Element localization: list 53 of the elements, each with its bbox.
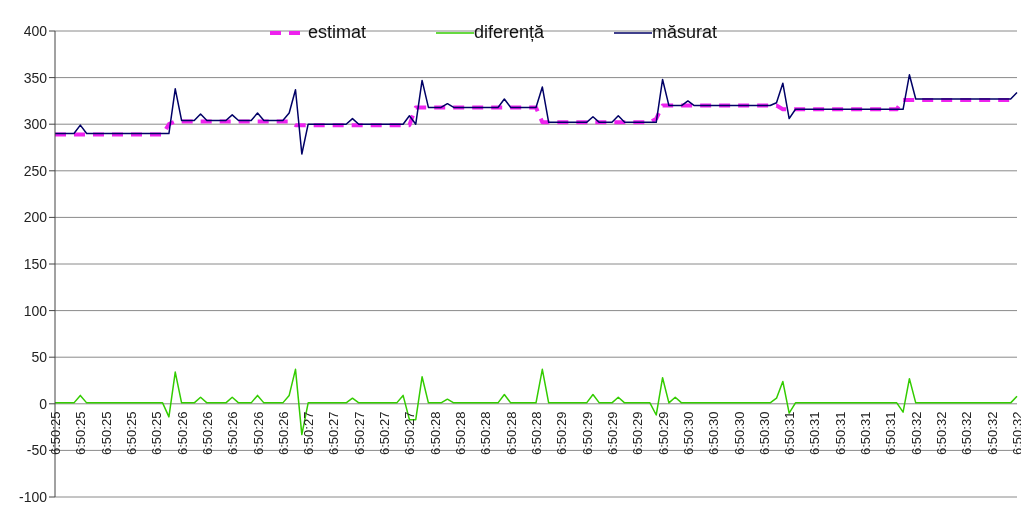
- y-tick-label: 0: [39, 395, 48, 412]
- x-tick-label: 6:50:27: [326, 411, 342, 455]
- y-tick-label: 200: [23, 209, 48, 226]
- y-tick-label: 400: [23, 22, 48, 39]
- x-tick-label: 6:50:31: [858, 411, 874, 455]
- x-tick-label: 6:50:27: [377, 411, 393, 455]
- x-tick-label: 6:50:25: [149, 411, 165, 455]
- x-tick-label: 6:50:26: [225, 411, 241, 455]
- x-tick-label: 6:50:28: [529, 411, 544, 455]
- x-tick-label: 6:50:29: [655, 411, 671, 455]
- x-tick-label: 6:50:32: [959, 411, 975, 455]
- x-tick-label: 6:50:30: [731, 411, 747, 455]
- x-tick-label: 6:50:26: [250, 411, 266, 455]
- x-tick-label: 6:50:31: [807, 411, 823, 455]
- x-tick-label: 6:50:32: [984, 411, 1000, 455]
- legend-label: măsurat: [652, 22, 718, 43]
- y-tick-label: 100: [23, 302, 48, 319]
- x-tick-label: 6:50:26: [275, 411, 291, 455]
- x-tick-label: 6:50:30: [706, 411, 722, 455]
- x-tick-label: 6:50:32: [908, 411, 924, 455]
- x-tick-label: 6:50:28: [478, 411, 494, 455]
- x-tick-label: 6:50:25: [98, 411, 114, 455]
- y-tick-label: 50: [31, 349, 48, 366]
- x-tick-label: 6:50:31: [782, 411, 798, 455]
- x-tick-label: 6:50:29: [630, 411, 646, 455]
- x-tick-label: 6:50:28: [427, 411, 443, 455]
- x-tick-label: 6:50:27: [351, 411, 367, 455]
- x-tick-label: 6:50:26: [174, 411, 190, 455]
- legend-label: estimat: [307, 22, 366, 43]
- x-tick-label: 6:50:28: [453, 411, 469, 455]
- x-tick-label: 6:50:25: [123, 411, 139, 455]
- x-tick-label: 6:50:29: [604, 411, 620, 455]
- x-tick-label: 6:50:32: [934, 411, 950, 455]
- x-tick-label: 6:50:31: [883, 411, 899, 455]
- line-series: [54, 74, 1018, 155]
- x-tick-label: 6:50:27: [402, 411, 418, 455]
- y-tick-label: 150: [23, 255, 48, 272]
- x-tick-label: 6:50:30: [680, 411, 696, 455]
- x-tick-label: 6:50:31: [832, 411, 848, 455]
- x-tick-label: 6:50:27: [301, 411, 317, 455]
- y-tick-label: 300: [23, 116, 48, 133]
- x-tick-label: 6:50:25: [48, 411, 63, 455]
- x-tick-label: 6:50:26: [199, 411, 215, 455]
- x-tick-label: 6:50:29: [579, 411, 595, 455]
- y-tick-label: -100: [18, 488, 48, 505]
- legend-label: diferență: [473, 22, 545, 43]
- y-tick-label: -50: [26, 442, 48, 459]
- y-tick-label: 350: [23, 69, 48, 86]
- x-tick-label: 6:50:25: [73, 411, 89, 455]
- x-tick-label: 6:50:28: [503, 411, 519, 455]
- x-tick-label: 6:50:30: [756, 411, 772, 455]
- x-tick-label: 6:50:29: [554, 411, 570, 455]
- y-tick-label: 250: [23, 162, 48, 179]
